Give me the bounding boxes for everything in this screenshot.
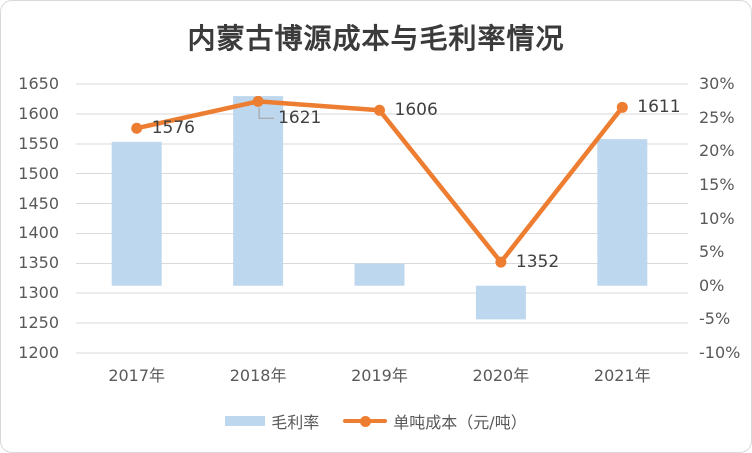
- line-marker-2020年: [495, 256, 507, 268]
- y-axis-left-tick-1300: 1300: [18, 283, 59, 303]
- y-axis-left-tick-1250: 1250: [18, 313, 59, 333]
- legend-item-unit-cost: 单吨成本（元/吨）: [343, 409, 527, 433]
- legend-line-swatch-icon: [343, 415, 388, 427]
- x-axis-label-2018年: 2018年: [229, 366, 287, 385]
- legend-item-gross-margin: 毛利率: [225, 409, 319, 433]
- y-axis-right-tick-25%: 25%: [699, 107, 735, 127]
- chart-title: 内蒙古博源成本与毛利率情况: [187, 22, 565, 55]
- y-axis-right-tick--10%: -10%: [699, 343, 741, 362]
- legend: 毛利率 单吨成本（元/吨）: [1, 406, 751, 436]
- line-marker-2019年: [374, 104, 385, 116]
- y-axis-left-tick-1650: 1650: [18, 74, 59, 93]
- y-axis-right-tick-20%: 20%: [699, 141, 735, 161]
- legend-label-gross-margin: 毛利率: [271, 413, 320, 432]
- legend-label-unit-cost: 单吨成本（元/吨）: [393, 413, 527, 432]
- y-axis-right-tick-0%: 0%: [699, 275, 725, 295]
- y-axis-right-tick--5%: -5%: [699, 309, 731, 329]
- data-label-1352: 1352: [515, 252, 560, 273]
- bar-2020年: [475, 285, 526, 320]
- bar-2019年: [354, 263, 405, 286]
- y-axis-right-tick-10%: 10%: [699, 208, 735, 228]
- legend-bar-swatch-icon: [225, 416, 266, 426]
- line-marker-2018年: [252, 95, 264, 107]
- x-axis-label-2020年: 2020年: [472, 366, 530, 385]
- x-axis-label-2021年: 2021年: [593, 366, 651, 385]
- bar-series-gross-margin: [111, 96, 648, 320]
- y-axis-left-tick-1350: 1350: [18, 253, 59, 273]
- y-axis-right-tick-30%: 30%: [699, 74, 735, 93]
- y-axis-left-tick-1450: 1450: [18, 193, 59, 213]
- data-label-1621: 1621: [278, 108, 322, 129]
- y-axis-left-tick-1500: 1500: [18, 163, 59, 183]
- x-axis-label-2017年: 2017年: [108, 366, 166, 385]
- data-label-1606: 1606: [394, 100, 438, 121]
- y-axis-left-tick-1550: 1550: [18, 133, 59, 153]
- y-axis-left-tick-1200: 1200: [18, 343, 59, 362]
- cost-line: [134, 99, 625, 265]
- y-axis-right-tick-5%: 5%: [699, 242, 725, 262]
- legend-line-marker-icon: [359, 415, 371, 427]
- line-series-unit-cost: [131, 95, 628, 268]
- bar-2021年: [597, 139, 648, 286]
- line-marker-2017年: [131, 122, 143, 134]
- data-label-1576: 1576: [151, 118, 195, 139]
- line-marker-2021年: [616, 101, 628, 113]
- data-label-1611: 1611: [637, 97, 681, 118]
- y-axis-right-tick-15%: 15%: [699, 174, 735, 194]
- x-axis-label-2019年: 2019年: [351, 366, 408, 385]
- y-axis-left-tick-1400: 1400: [18, 223, 59, 243]
- leader-line-1621: [258, 107, 275, 119]
- bar-2017年: [111, 141, 162, 286]
- y-axis-left-tick-1600: 1600: [18, 103, 59, 123]
- bar-2018年: [233, 96, 284, 286]
